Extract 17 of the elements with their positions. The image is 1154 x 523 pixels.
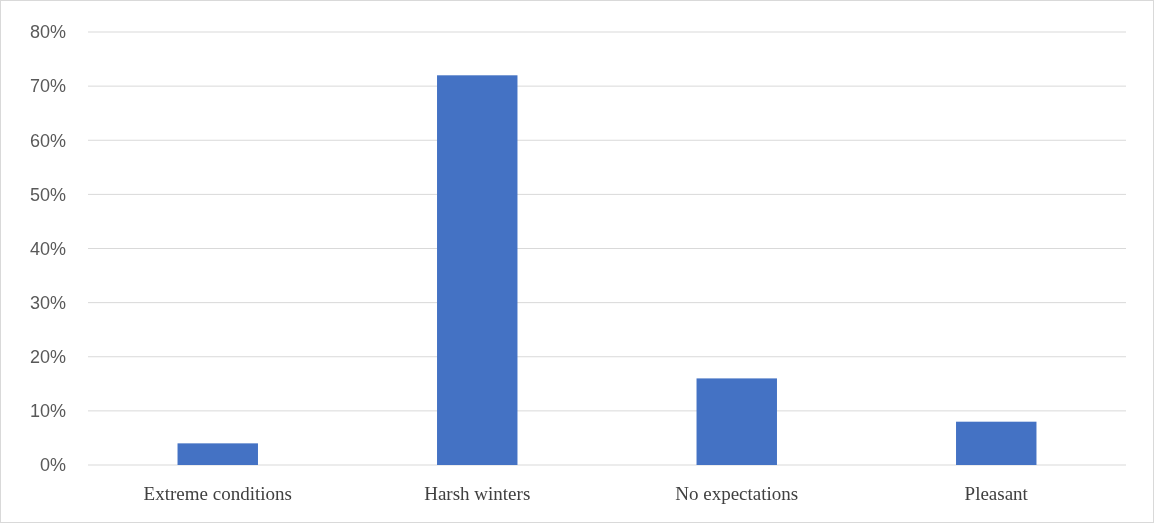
y-tick-label: 10% bbox=[29, 401, 66, 422]
bar bbox=[437, 75, 518, 465]
y-tick-label: 40% bbox=[29, 238, 66, 259]
y-tick-label: 80% bbox=[29, 22, 66, 43]
x-tick-label: No expectations bbox=[675, 483, 799, 504]
y-tick-label: 60% bbox=[29, 130, 66, 151]
x-tick-label: Pleasant bbox=[964, 483, 1029, 504]
y-tick-label: 50% bbox=[29, 184, 66, 205]
y-tick-label: 20% bbox=[29, 347, 66, 368]
y-tick-label: 70% bbox=[29, 76, 66, 97]
bar bbox=[177, 443, 258, 465]
bar bbox=[696, 378, 777, 465]
y-tick-label: 0% bbox=[39, 455, 66, 476]
x-tick-label: Harsh winters bbox=[424, 483, 531, 504]
x-tick-label: Extreme conditions bbox=[143, 483, 292, 504]
y-tick-label: 30% bbox=[29, 292, 66, 313]
bar bbox=[956, 421, 1037, 465]
